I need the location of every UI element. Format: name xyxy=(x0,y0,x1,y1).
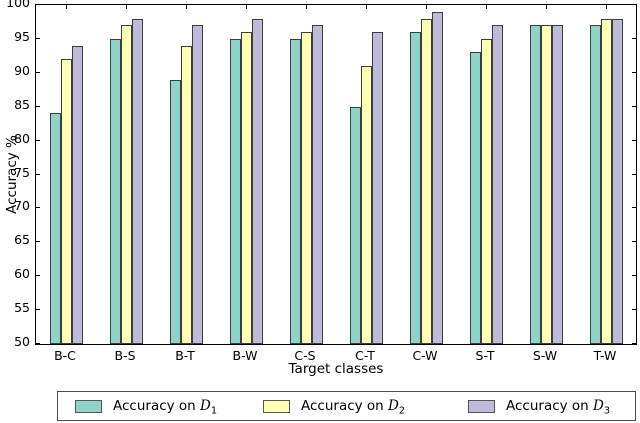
bar-d2-s-t xyxy=(481,39,492,344)
bar-d3-c-t xyxy=(372,32,383,344)
x-tick-mark xyxy=(486,5,487,9)
y-tick-label: 90 xyxy=(14,63,30,78)
y-tick-label: 95 xyxy=(14,29,30,44)
legend-entry: Accuracy on D3 xyxy=(468,392,610,420)
bar-d3-c-s xyxy=(312,25,323,344)
y-tick-mark xyxy=(632,140,636,141)
y-tick-mark xyxy=(632,174,636,175)
y-tick-label: 60 xyxy=(14,266,30,281)
y-tick-mark xyxy=(36,275,40,276)
legend: Accuracy on D1 Accuracy on D2 Accuracy on … xyxy=(57,391,636,421)
y-tick-label: 65 xyxy=(14,232,30,247)
bar-d1-b-s xyxy=(110,39,121,344)
y-tick-mark xyxy=(632,241,636,242)
bar-d1-s-w xyxy=(530,25,541,344)
x-tick-label: B-W xyxy=(232,348,258,363)
y-tick-label: 85 xyxy=(14,97,30,112)
x-tick-mark xyxy=(246,5,247,9)
y-tick-label: 75 xyxy=(14,165,30,180)
bar-d3-s-t xyxy=(492,25,503,344)
x-tick-label: B-C xyxy=(54,348,76,363)
x-tick-label: B-S xyxy=(114,348,136,363)
x-tick-mark xyxy=(606,5,607,9)
legend-swatch xyxy=(468,399,495,413)
bar-d2-c-w xyxy=(421,19,432,344)
bar-d3-b-w xyxy=(252,19,263,344)
x-tick-mark xyxy=(426,5,427,9)
x-tick-label: B-T xyxy=(175,348,195,363)
x-tick-mark xyxy=(546,5,547,9)
bar-d2-c-s xyxy=(301,32,312,344)
bar-d3-b-t xyxy=(192,25,203,344)
y-tick-mark xyxy=(632,275,636,276)
y-tick-mark xyxy=(36,38,40,39)
legend-swatch xyxy=(263,399,290,413)
y-tick-mark xyxy=(632,207,636,208)
legend-entry: Accuracy on D1 xyxy=(75,392,217,420)
bar-d1-b-c xyxy=(50,113,61,344)
bar-d3-s-w xyxy=(552,25,563,344)
y-tick-label: 55 xyxy=(14,300,30,315)
y-tick-label: 80 xyxy=(14,131,30,146)
y-tick-mark xyxy=(632,343,636,344)
bar-d1-s-t xyxy=(470,52,481,344)
bar-d2-s-w xyxy=(541,25,552,344)
x-tick-label: S-W xyxy=(532,348,558,363)
bar-d1-t-w xyxy=(590,25,601,344)
y-tick-label: 50 xyxy=(14,334,30,349)
y-tick-mark xyxy=(632,309,636,310)
x-tick-label: S-T xyxy=(475,348,495,363)
bar-d3-c-w xyxy=(432,12,443,344)
x-axis-label: Target classes xyxy=(288,361,384,377)
y-tick-mark xyxy=(36,72,40,73)
bar-d2-b-w xyxy=(241,32,252,344)
bar-d1-b-w xyxy=(230,39,241,344)
legend-label: Accuracy on D2 xyxy=(301,398,406,417)
x-tick-label: T-W xyxy=(593,348,617,363)
x-tick-mark xyxy=(66,5,67,9)
y-tick-mark xyxy=(36,343,40,344)
bar-d2-c-t xyxy=(361,66,372,344)
bar-d2-b-c xyxy=(61,59,72,344)
y-tick-mark xyxy=(632,106,636,107)
y-tick-mark xyxy=(632,4,636,5)
y-tick-mark xyxy=(36,241,40,242)
legend-entry: Accuracy on D2 xyxy=(263,392,405,420)
bar-d2-t-w xyxy=(601,19,612,344)
y-tick-mark xyxy=(36,174,40,175)
bar-d3-b-s xyxy=(132,19,143,344)
y-tick-mark xyxy=(632,72,636,73)
y-tick-label: 100 xyxy=(6,0,30,10)
bar-d3-t-w xyxy=(612,19,623,344)
bar-d2-b-t xyxy=(181,46,192,344)
bar-d3-b-c xyxy=(72,46,83,344)
y-tick-label: 70 xyxy=(14,198,30,213)
x-tick-mark xyxy=(306,5,307,9)
y-tick-mark xyxy=(36,4,40,5)
legend-swatch xyxy=(75,399,102,413)
y-tick-mark xyxy=(36,106,40,107)
x-tick-mark xyxy=(186,5,187,9)
bar-d1-c-s xyxy=(290,39,301,344)
y-tick-mark xyxy=(36,309,40,310)
y-tick-mark xyxy=(632,38,636,39)
legend-label: Accuracy on D1 xyxy=(113,398,218,417)
bar-d1-c-t xyxy=(350,107,361,344)
x-tick-label: C-W xyxy=(412,348,438,363)
bar-d1-c-w xyxy=(410,32,421,344)
legend-label: Accuracy on D3 xyxy=(506,398,611,417)
y-tick-mark xyxy=(36,207,40,208)
x-tick-mark xyxy=(366,5,367,9)
plot-area xyxy=(35,4,637,345)
bar-d2-b-s xyxy=(121,25,132,344)
bar-d1-b-t xyxy=(170,80,181,344)
x-tick-label: C-T xyxy=(355,348,375,363)
y-tick-mark xyxy=(36,140,40,141)
x-tick-label: C-S xyxy=(294,348,316,363)
x-tick-mark xyxy=(126,5,127,9)
